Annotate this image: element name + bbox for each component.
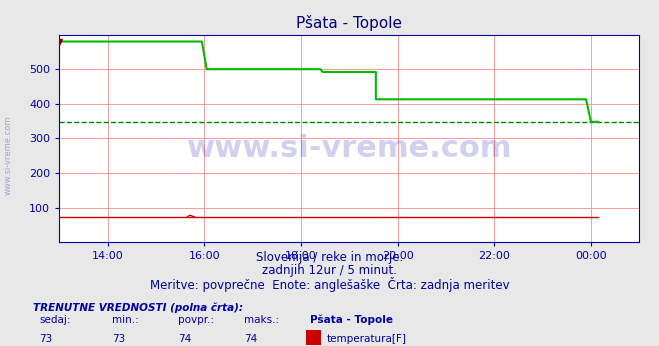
Text: povpr.:: povpr.: — [178, 315, 214, 325]
Text: 73: 73 — [40, 334, 53, 344]
Text: TRENUTNE VREDNOSTI (polna črta):: TRENUTNE VREDNOSTI (polna črta): — [33, 303, 243, 313]
Text: min.:: min.: — [112, 315, 139, 325]
Text: Pšata - Topole: Pšata - Topole — [310, 314, 393, 325]
Title: Pšata - Topole: Pšata - Topole — [297, 15, 402, 31]
Text: 74: 74 — [244, 334, 257, 344]
Text: sedaj:: sedaj: — [40, 315, 71, 325]
Text: temperatura[F]: temperatura[F] — [326, 334, 406, 344]
Text: Slovenija / reke in morje.: Slovenija / reke in morje. — [256, 251, 403, 264]
Text: 73: 73 — [112, 334, 125, 344]
Text: www.si-vreme.com: www.si-vreme.com — [186, 134, 512, 163]
Text: maks.:: maks.: — [244, 315, 279, 325]
Text: zadnjih 12ur / 5 minut.: zadnjih 12ur / 5 minut. — [262, 264, 397, 277]
Text: www.si-vreme.com: www.si-vreme.com — [3, 116, 13, 195]
Text: Meritve: povprečne  Enote: anglešaške  Črta: zadnja meritev: Meritve: povprečne Enote: anglešaške Črt… — [150, 277, 509, 292]
Text: 74: 74 — [178, 334, 191, 344]
